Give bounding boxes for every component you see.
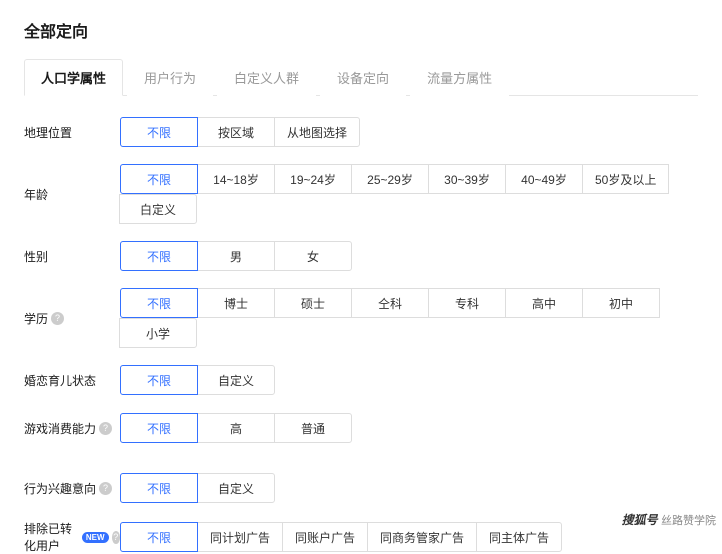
row-exclude-conv: 排除已转化用户NEW?不限同计划广告同账户广告同商务管家广告同主体广告 [24,520,698,554]
option-exclude-conv-0[interactable]: 不限 [120,522,198,552]
label-gender: 性别 [24,248,120,265]
option-marriage-1[interactable]: 自定义 [197,365,275,395]
row-marriage: 婚恋育儿状态不限自定义 [24,364,698,396]
option-location-1[interactable]: 按区域 [197,117,275,147]
watermark-brand: 搜狐号 [622,513,658,527]
option-age-4[interactable]: 30~39岁 [428,164,506,194]
option-game-spend-1[interactable]: 高 [197,413,275,443]
option-age-6[interactable]: 50岁及以上 [582,164,669,194]
label-age: 年龄 [24,186,120,203]
help-icon[interactable]: ? [99,482,112,495]
options-interest: 不限自定义 [120,473,698,503]
option-age-7[interactable]: 白定义 [119,194,197,224]
option-location-0[interactable]: 不限 [120,117,198,147]
label-exclude-conv: 排除已转化用户NEW? [24,520,120,554]
option-education-3[interactable]: 仝科 [351,288,429,318]
option-education-2[interactable]: 硕士 [274,288,352,318]
option-game-spend-2[interactable]: 普通 [274,413,352,443]
options-exclude-conv: 不限同计划广告同账户广告同商务管家广告同主体广告 [120,522,698,552]
options-age: 不限14~18岁19~24岁25~29岁30~39岁40~49岁50岁及以上白定… [120,164,698,224]
tab-demographic[interactable]: 人口学属性 [24,59,123,96]
option-age-0[interactable]: 不限 [120,164,198,194]
option-gender-1[interactable]: 男 [197,241,275,271]
option-location-2[interactable]: 从地图选择 [274,117,360,147]
option-education-6[interactable]: 初中 [582,288,660,318]
section-gap [24,460,698,472]
tab-custom-audience[interactable]: 白定义人群 [217,59,316,96]
row-gender: 性别不限男女 [24,240,698,272]
option-interest-1[interactable]: 自定义 [197,473,275,503]
label-education: 学历? [24,310,120,327]
option-education-1[interactable]: 博士 [197,288,275,318]
option-exclude-conv-1[interactable]: 同计划广告 [197,522,283,552]
form-body: 地理位置不限按区域从地图选择年龄不限14~18岁19~24岁25~29岁30~3… [24,116,698,554]
option-exclude-conv-2[interactable]: 同账户广告 [282,522,368,552]
label-interest: 行为兴趣意向? [24,480,120,497]
option-interest-0[interactable]: 不限 [120,473,198,503]
options-marriage: 不限自定义 [120,365,698,395]
option-education-7[interactable]: 小学 [119,318,197,348]
tab-device[interactable]: 设备定向 [320,59,406,96]
tabs-bar: 人口学属性用户行为白定义人群设备定向流量方属性 [24,58,698,96]
label-marriage: 婚恋育儿状态 [24,372,120,389]
label-game-spend: 游戏消费能力? [24,420,120,437]
row-interest: 行为兴趣意向?不限自定义 [24,472,698,504]
tab-behavior[interactable]: 用户行为 [127,59,213,96]
option-exclude-conv-3[interactable]: 同商务管家广告 [367,522,477,552]
row-game-spend: 游戏消费能力?不限高普通 [24,412,698,444]
new-badge: NEW [82,532,109,543]
option-age-5[interactable]: 40~49岁 [505,164,583,194]
option-gender-0[interactable]: 不限 [120,241,198,271]
row-education: 学历?不限博士硕士仝科专科高中初中小学 [24,288,698,348]
options-gender: 不限男女 [120,241,698,271]
option-gender-2[interactable]: 女 [274,241,352,271]
option-age-2[interactable]: 19~24岁 [274,164,352,194]
options-game-spend: 不限高普通 [120,413,698,443]
help-icon[interactable]: ? [99,422,112,435]
row-location: 地理位置不限按区域从地图选择 [24,116,698,148]
label-location: 地理位置 [24,124,120,141]
option-exclude-conv-4[interactable]: 同主体广告 [476,522,562,552]
help-icon[interactable]: ? [112,531,120,544]
watermark-account: 丝路赞学院 [661,515,716,527]
watermark: 搜狐号 丝路赞学院 [622,511,716,528]
option-age-1[interactable]: 14~18岁 [197,164,275,194]
option-game-spend-0[interactable]: 不限 [120,413,198,443]
option-marriage-0[interactable]: 不限 [120,365,198,395]
options-location: 不限按区域从地图选择 [120,117,698,147]
option-education-5[interactable]: 高中 [505,288,583,318]
page-title: 全部定向 [24,18,698,42]
options-education: 不限博士硕士仝科专科高中初中小学 [120,288,698,348]
option-age-3[interactable]: 25~29岁 [351,164,429,194]
tab-traffic[interactable]: 流量方属性 [410,59,509,96]
help-icon[interactable]: ? [51,312,64,325]
row-age: 年龄不限14~18岁19~24岁25~29岁30~39岁40~49岁50岁及以上… [24,164,698,224]
option-education-4[interactable]: 专科 [428,288,506,318]
option-education-0[interactable]: 不限 [120,288,198,318]
